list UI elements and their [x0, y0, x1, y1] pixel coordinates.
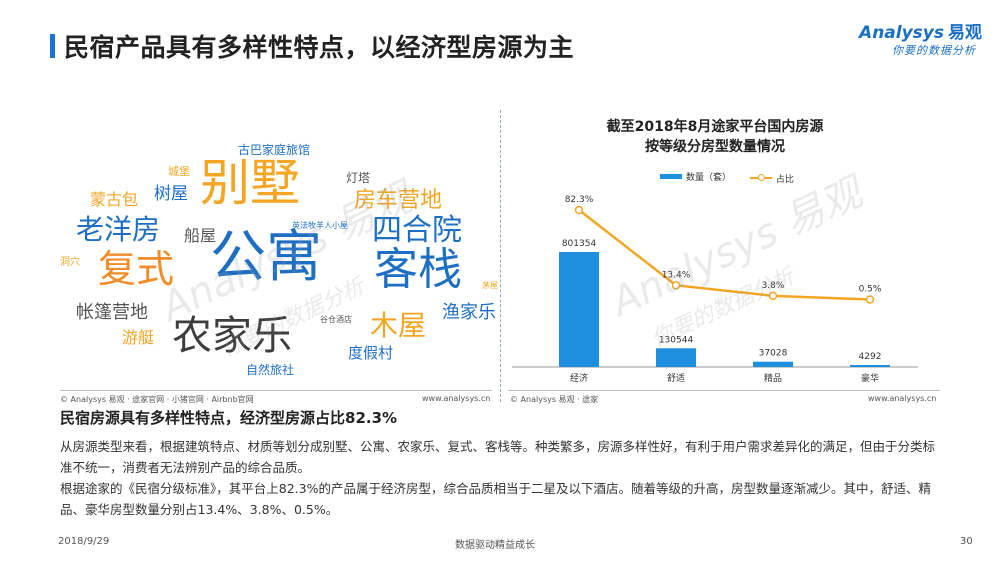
- share-label: 82.3%: [565, 195, 594, 205]
- footer-date: 2018/9/29: [58, 536, 110, 547]
- legend-bar-item: 数量（套）: [660, 170, 731, 183]
- logo-wordmark: Analysys: [859, 23, 944, 43]
- bar: [850, 365, 890, 367]
- x-tick-label: 精品: [764, 372, 782, 384]
- share-label: 3.8%: [762, 281, 785, 291]
- word-cloud-term: 度假村: [348, 344, 394, 362]
- bar-value-label: 130544: [659, 335, 694, 345]
- logo-cn: 易观: [948, 23, 982, 43]
- right-site: www.analysys.cn: [868, 394, 937, 403]
- word-cloud-term: 洞穴: [60, 257, 80, 268]
- share-point: [768, 291, 778, 301]
- logo-tagline: 你要的数据分析: [892, 44, 976, 57]
- share-point: [574, 205, 584, 215]
- share-label: 0.5%: [859, 284, 882, 294]
- x-tick-label: 舒适: [667, 372, 685, 384]
- footer-slogan: 数据驱动精益成长: [455, 540, 535, 551]
- left-source-line: [60, 390, 492, 391]
- page-title: 民宿产品具有多样性特点，以经济型房源为主: [64, 33, 575, 62]
- summary-paragraph-2: 根据途家的《民宿分级标准》，其平台上82.3%的产品属于经济房型，综合品质相当于…: [60, 481, 931, 517]
- word-cloud-term: 帐篷营地: [76, 302, 148, 323]
- bar-value-label: 4292: [859, 352, 882, 362]
- chart-title-line-1: 截至2018年8月途家平台国内房源: [606, 119, 824, 135]
- share-point: [671, 281, 681, 290]
- word-cloud-term: 复式: [98, 247, 175, 291]
- bar-line-chart: 801354 经济 130544 舒适 37028 精品 4292 豪华 82.3% 13.4% 3…: [512, 195, 918, 384]
- analysys-logo: Analysys 易观 你要的数据分析: [852, 18, 982, 62]
- page-number: 30: [960, 536, 973, 547]
- word-cloud-term: 古巴家庭旅馆: [238, 143, 311, 157]
- word-cloud-term: 客栈: [374, 244, 462, 295]
- section-divider: [500, 110, 501, 402]
- summary-body: 从房源类型来看，根据建筑特点、材质等划分成别墅、公寓、农家乐、复式、客栈等。种类…: [60, 436, 940, 520]
- word-cloud: 别墅公寓农家乐 客栈 复式 四合院 老洋房木屋 房车营地帐篷营地 渔家乐 树屋 蒙古包船屋游艇度…: [50, 120, 498, 385]
- left-source: © Analysys 易观 · 途家官网 · 小猪官网 · Airbnb官网: [60, 395, 254, 404]
- word-cloud-term: 渔家乐: [442, 302, 496, 323]
- share-line: [578, 209, 871, 301]
- bar: [753, 361, 793, 367]
- legend-line-item: 占比: [749, 172, 794, 185]
- word-cloud-term: 房车营地: [354, 188, 443, 213]
- bar-value-label: 801354: [562, 239, 597, 249]
- chart-title: 截至2018年8月途家平台国内房源 按等级分房型数量情况: [530, 117, 900, 157]
- share-point: [865, 295, 875, 304]
- word-cloud-term: 城堡: [168, 165, 190, 178]
- word-cloud-term: 树屋: [154, 184, 188, 204]
- word-cloud-term: 木屋: [370, 309, 427, 342]
- word-cloud-term: 老洋房: [76, 213, 161, 246]
- word-cloud-term: 灯塔: [346, 171, 371, 185]
- chart-title-line-2: 按等级分房型数量情况: [645, 139, 785, 155]
- right-source-line: [508, 390, 940, 391]
- summary-paragraph-1: 从房源类型来看，根据建筑特点、材质等划分成别墅、公寓、农家乐、复式、客栈等。种类…: [60, 439, 936, 475]
- word-cloud-term: 别墅: [200, 154, 300, 212]
- chart-legend: 数量（套） 占比: [660, 170, 810, 185]
- left-site: www.analysys.cn: [422, 394, 491, 403]
- word-cloud-term: 公寓: [210, 225, 322, 290]
- title-accent-bar: [50, 34, 55, 58]
- bar: [559, 252, 599, 367]
- word-cloud-term: 船屋: [184, 226, 217, 245]
- right-source: © Analysys 易观 · 途家: [510, 395, 599, 404]
- x-tick-label: 经济: [570, 372, 588, 384]
- word-cloud-term: 谷仓酒店: [320, 315, 352, 324]
- summary-title: 民宿房源具有多样性特点，经济型房源占比82.3%: [60, 409, 398, 427]
- word-cloud-term: 英法牧羊人小屋: [292, 221, 348, 230]
- word-cloud-term: 蒙古包: [90, 190, 139, 209]
- word-cloud-term: 游艇: [122, 328, 155, 347]
- word-cloud-term: 自然旅社: [246, 363, 295, 377]
- share-label: 13.4%: [662, 270, 691, 280]
- word-cloud-term: 四合院: [372, 213, 462, 248]
- word-cloud-term: 茅屋: [482, 281, 498, 290]
- word-cloud-term: 农家乐: [172, 313, 292, 359]
- x-tick-label: 豪华: [861, 372, 879, 384]
- bar: [656, 348, 696, 367]
- bar-value-label: 37028: [759, 349, 788, 359]
